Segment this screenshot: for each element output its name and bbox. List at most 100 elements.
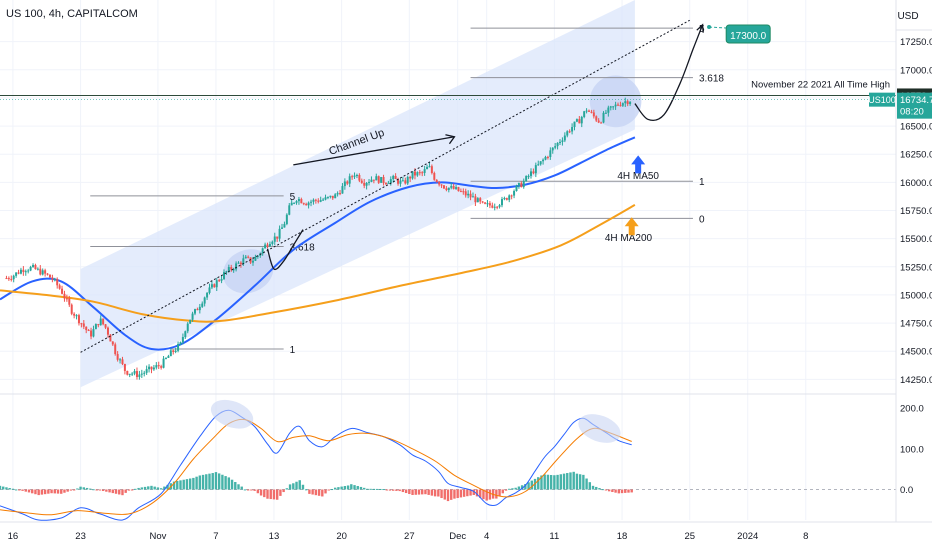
macd-histogram-bar — [140, 487, 144, 490]
candle-body — [227, 267, 230, 272]
candle-body — [522, 181, 525, 188]
time-tick-label: Nov — [149, 531, 166, 542]
candle-body — [508, 195, 511, 200]
time-tick-label: 8 — [803, 531, 808, 542]
candle-body — [353, 175, 356, 177]
macd-histogram-bar — [92, 489, 95, 491]
candle-body — [36, 268, 39, 270]
candle-body — [261, 248, 264, 254]
candle-body — [513, 191, 516, 196]
macd-histogram-bar — [227, 477, 231, 490]
macd-histogram-bar — [266, 489, 269, 499]
candle-body — [624, 101, 627, 104]
macd-histogram-bar — [79, 486, 82, 490]
macd-histogram-bar — [89, 488, 92, 490]
macd-histogram-bar — [246, 489, 250, 491]
candle-body — [247, 256, 250, 258]
macd-histogram-bar — [301, 484, 305, 490]
macd-histogram-bar — [205, 474, 208, 490]
candle-body — [92, 329, 95, 337]
macd-histogram-bar — [124, 489, 127, 493]
candle-body — [612, 106, 615, 108]
candle-body — [529, 171, 532, 176]
candle-body — [268, 243, 271, 247]
candle-body — [457, 187, 460, 192]
macd-histogram-bar — [269, 489, 272, 500]
candle-body — [370, 179, 373, 182]
candle-body — [99, 318, 102, 326]
candle-body — [208, 287, 211, 293]
macd-histogram-bar — [111, 489, 115, 494]
candle-body — [500, 199, 503, 206]
time-tick-label: 16 — [8, 531, 19, 542]
macd-histogram-bar — [221, 474, 224, 490]
price-tick-label: 14750.0 — [900, 319, 932, 330]
candle-body — [131, 373, 134, 375]
candle-body — [442, 185, 445, 189]
channel-up-arrow-line — [293, 136, 455, 166]
macd-signal-line — [0, 418, 632, 516]
macd-histogram-bar — [237, 484, 240, 490]
time-tick-label: 20 — [336, 531, 347, 542]
candle-body — [602, 112, 605, 123]
macd-histogram-bar — [259, 489, 263, 496]
candle-body — [411, 171, 414, 179]
candle-body — [496, 206, 499, 208]
candle-body — [537, 164, 540, 166]
candle-body — [152, 367, 155, 370]
macd-histogram-bar — [353, 485, 356, 490]
candle-body — [114, 344, 117, 355]
macd-histogram-bar — [166, 484, 169, 490]
candle-body — [423, 169, 426, 173]
price-tick-label: 14250.0 — [900, 375, 932, 386]
macd-histogram-bar — [495, 489, 498, 499]
candle-body — [27, 270, 30, 272]
macd-histogram-bar — [34, 489, 37, 495]
last-price-tag — [897, 92, 932, 119]
candle-body — [48, 274, 51, 278]
candle-body — [305, 203, 308, 206]
candle-body — [273, 236, 276, 242]
candle-body — [382, 177, 385, 184]
macd-histogram-bar — [504, 489, 508, 491]
candle-body — [314, 199, 317, 201]
candle-body — [290, 202, 293, 206]
projection-curve-small — [266, 229, 304, 271]
currency-label: USD — [897, 11, 918, 22]
ma200-label: 4H MA200 — [605, 233, 653, 244]
candle-body — [94, 324, 97, 330]
candle-body — [271, 241, 274, 244]
macd-histogram-bar — [275, 489, 279, 500]
macd-histogram-bar — [53, 489, 56, 494]
candle-body — [559, 141, 561, 143]
candle-body — [413, 171, 416, 176]
macd-histogram-bar — [575, 473, 579, 490]
candle-body — [317, 200, 320, 202]
macd-histogram-bar — [569, 472, 572, 490]
ma50-up-arrow — [631, 155, 646, 174]
target-dotted-line — [709, 26, 727, 29]
macd-histogram-bar — [250, 489, 253, 491]
macd-highlight-ellipse — [578, 414, 621, 443]
macd-histogram-bar — [201, 474, 205, 490]
candle-body — [106, 327, 109, 335]
candle-body — [368, 181, 371, 183]
candle-body — [196, 309, 199, 311]
candle-body — [486, 203, 489, 205]
macd-histogram-bar — [31, 489, 34, 494]
candle-body — [566, 131, 569, 136]
macd-histogram-bar — [137, 487, 140, 490]
macd-histogram-bar — [517, 486, 521, 490]
candle-body — [29, 266, 32, 271]
candle-body — [264, 244, 267, 249]
candle-body — [590, 111, 593, 113]
target-dot — [707, 25, 712, 30]
candle-body — [307, 202, 310, 206]
macd-histogram-bar — [604, 489, 608, 491]
highlight-ellipse — [222, 249, 274, 294]
macd-histogram-bar — [382, 489, 385, 491]
macd-histogram-bar — [462, 489, 466, 497]
candle-body — [365, 182, 368, 186]
candle-body — [462, 191, 465, 193]
macd-histogram-bar — [485, 489, 488, 501]
